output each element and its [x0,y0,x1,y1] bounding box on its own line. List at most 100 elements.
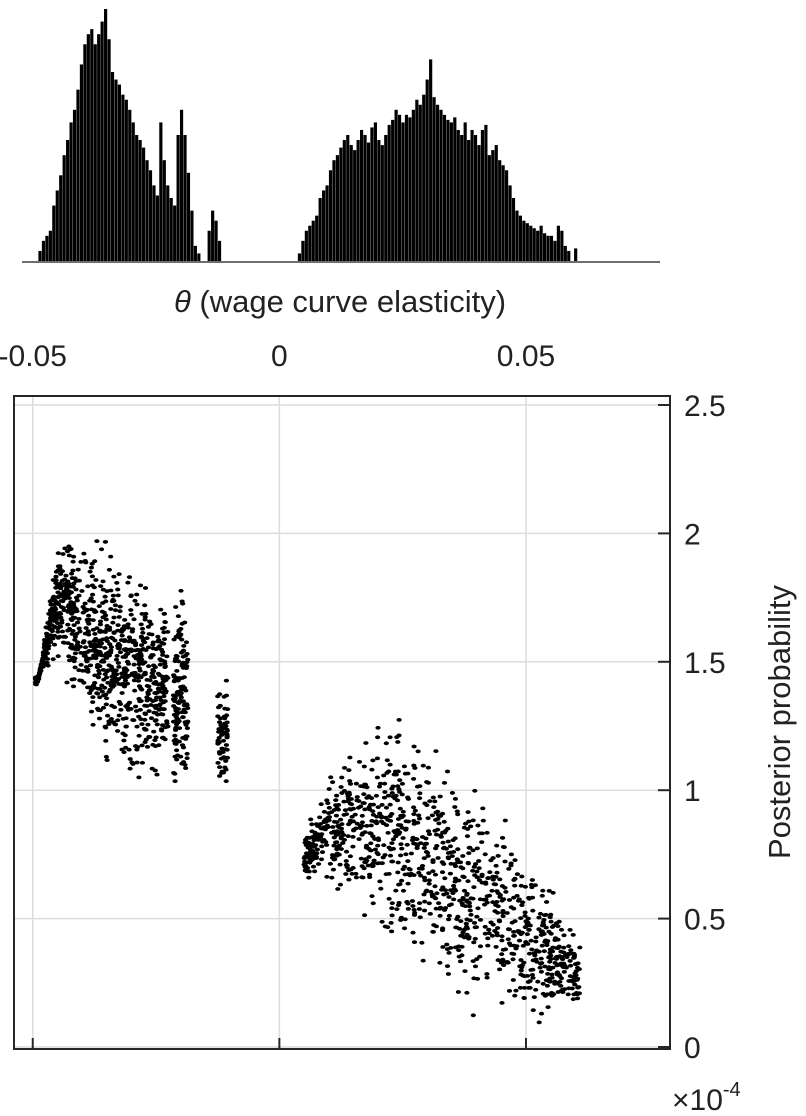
histogram-bar [41,240,46,261]
scatter-point [215,740,221,744]
scatter-point [381,795,388,800]
histogram-bar [460,135,464,261]
histogram-bar [335,155,340,261]
histogram-bar [297,253,302,261]
scatter-point [53,611,60,616]
scatter-point [401,864,408,869]
scatter-point [511,906,517,911]
scatter-point [89,583,95,588]
scatter-point [374,756,380,761]
scatter-point [160,626,166,631]
scatter-point [150,673,156,678]
scatter-point [156,638,162,642]
scatter-point [499,952,505,957]
scatter-point [512,919,518,923]
scatter-point [172,733,178,738]
scatter-point [89,574,95,579]
scatter-point [145,722,151,727]
scatter-point [426,878,432,883]
histogram-bars [38,9,578,262]
scatter-point [128,594,134,599]
scatter-point [183,688,189,693]
scatter-point [74,598,80,603]
scatter-point [106,567,112,572]
scatter-point [460,866,466,871]
scatter-point [112,603,118,608]
scatter-point [106,689,112,694]
histogram-bar [370,127,374,261]
scatter-point [379,803,385,807]
scatter-point [404,842,410,847]
scatter-point [513,988,519,993]
scatter-point [128,612,134,617]
scatter-point [142,740,148,744]
scatter-point [334,820,340,825]
scatter-point [377,811,383,816]
scatter-point [529,947,535,952]
scatter-point [78,663,84,667]
scatter-point [389,901,395,906]
scatter-point [184,664,190,668]
histogram-bar [166,185,170,261]
scatter-point [217,765,223,769]
scatter-point [545,1005,551,1009]
scatter-point [339,775,345,780]
scatter-point [504,960,510,964]
scatter-point [494,889,500,893]
scatter-point [85,584,91,589]
histogram-bar [529,225,533,261]
scatter-point [307,850,314,855]
scatter-point [548,953,554,958]
scatter-point [148,716,155,721]
scatter-point [132,648,138,653]
scatter-point [436,901,442,906]
scatter-point [92,681,98,685]
scatter-point [486,927,492,932]
histogram-bar [183,135,187,261]
scatter-point [495,904,501,909]
scatter-point [121,626,127,631]
scatter-point [483,897,489,902]
histogram-bar [141,147,146,261]
scatter-point [545,972,551,976]
scatter-point [354,798,360,803]
scatter-point [362,782,368,787]
scatter-point [62,546,68,551]
scatter-point [554,970,561,975]
scatter-point [107,642,113,647]
scatter-point [530,967,536,972]
scatter-point [110,620,116,625]
scatter-point [567,928,573,932]
scatter-point [493,945,499,949]
scatter-point [119,675,125,679]
scatter-point [403,852,409,857]
scatter-point [101,677,107,682]
scatter-point [55,595,61,600]
scatter-point [64,549,71,554]
scatter-point [81,551,87,556]
scatter-point [104,627,110,631]
scatter-point [58,605,65,609]
scatter-point [343,872,349,876]
scatter-point [150,668,156,672]
scatter-point [476,866,482,871]
scatter-point [335,824,341,828]
scatter-point [69,571,75,576]
scatter-point [174,654,180,659]
scatter-point [399,846,405,851]
scatter-point [482,924,488,929]
scatter-point [318,834,324,839]
scatter-point [40,663,46,667]
scatter-point [423,850,430,854]
scatter-point [44,625,50,630]
scatter-point [87,598,93,603]
scatter-point [370,758,376,763]
scatter-point [145,692,151,696]
scatter-point [97,686,103,691]
scatter-point [184,726,190,731]
scatter-point [457,898,463,903]
scatter-point [182,762,188,767]
scatter-point [181,644,187,648]
scatter-point [66,553,72,558]
scatter-point [313,855,319,859]
